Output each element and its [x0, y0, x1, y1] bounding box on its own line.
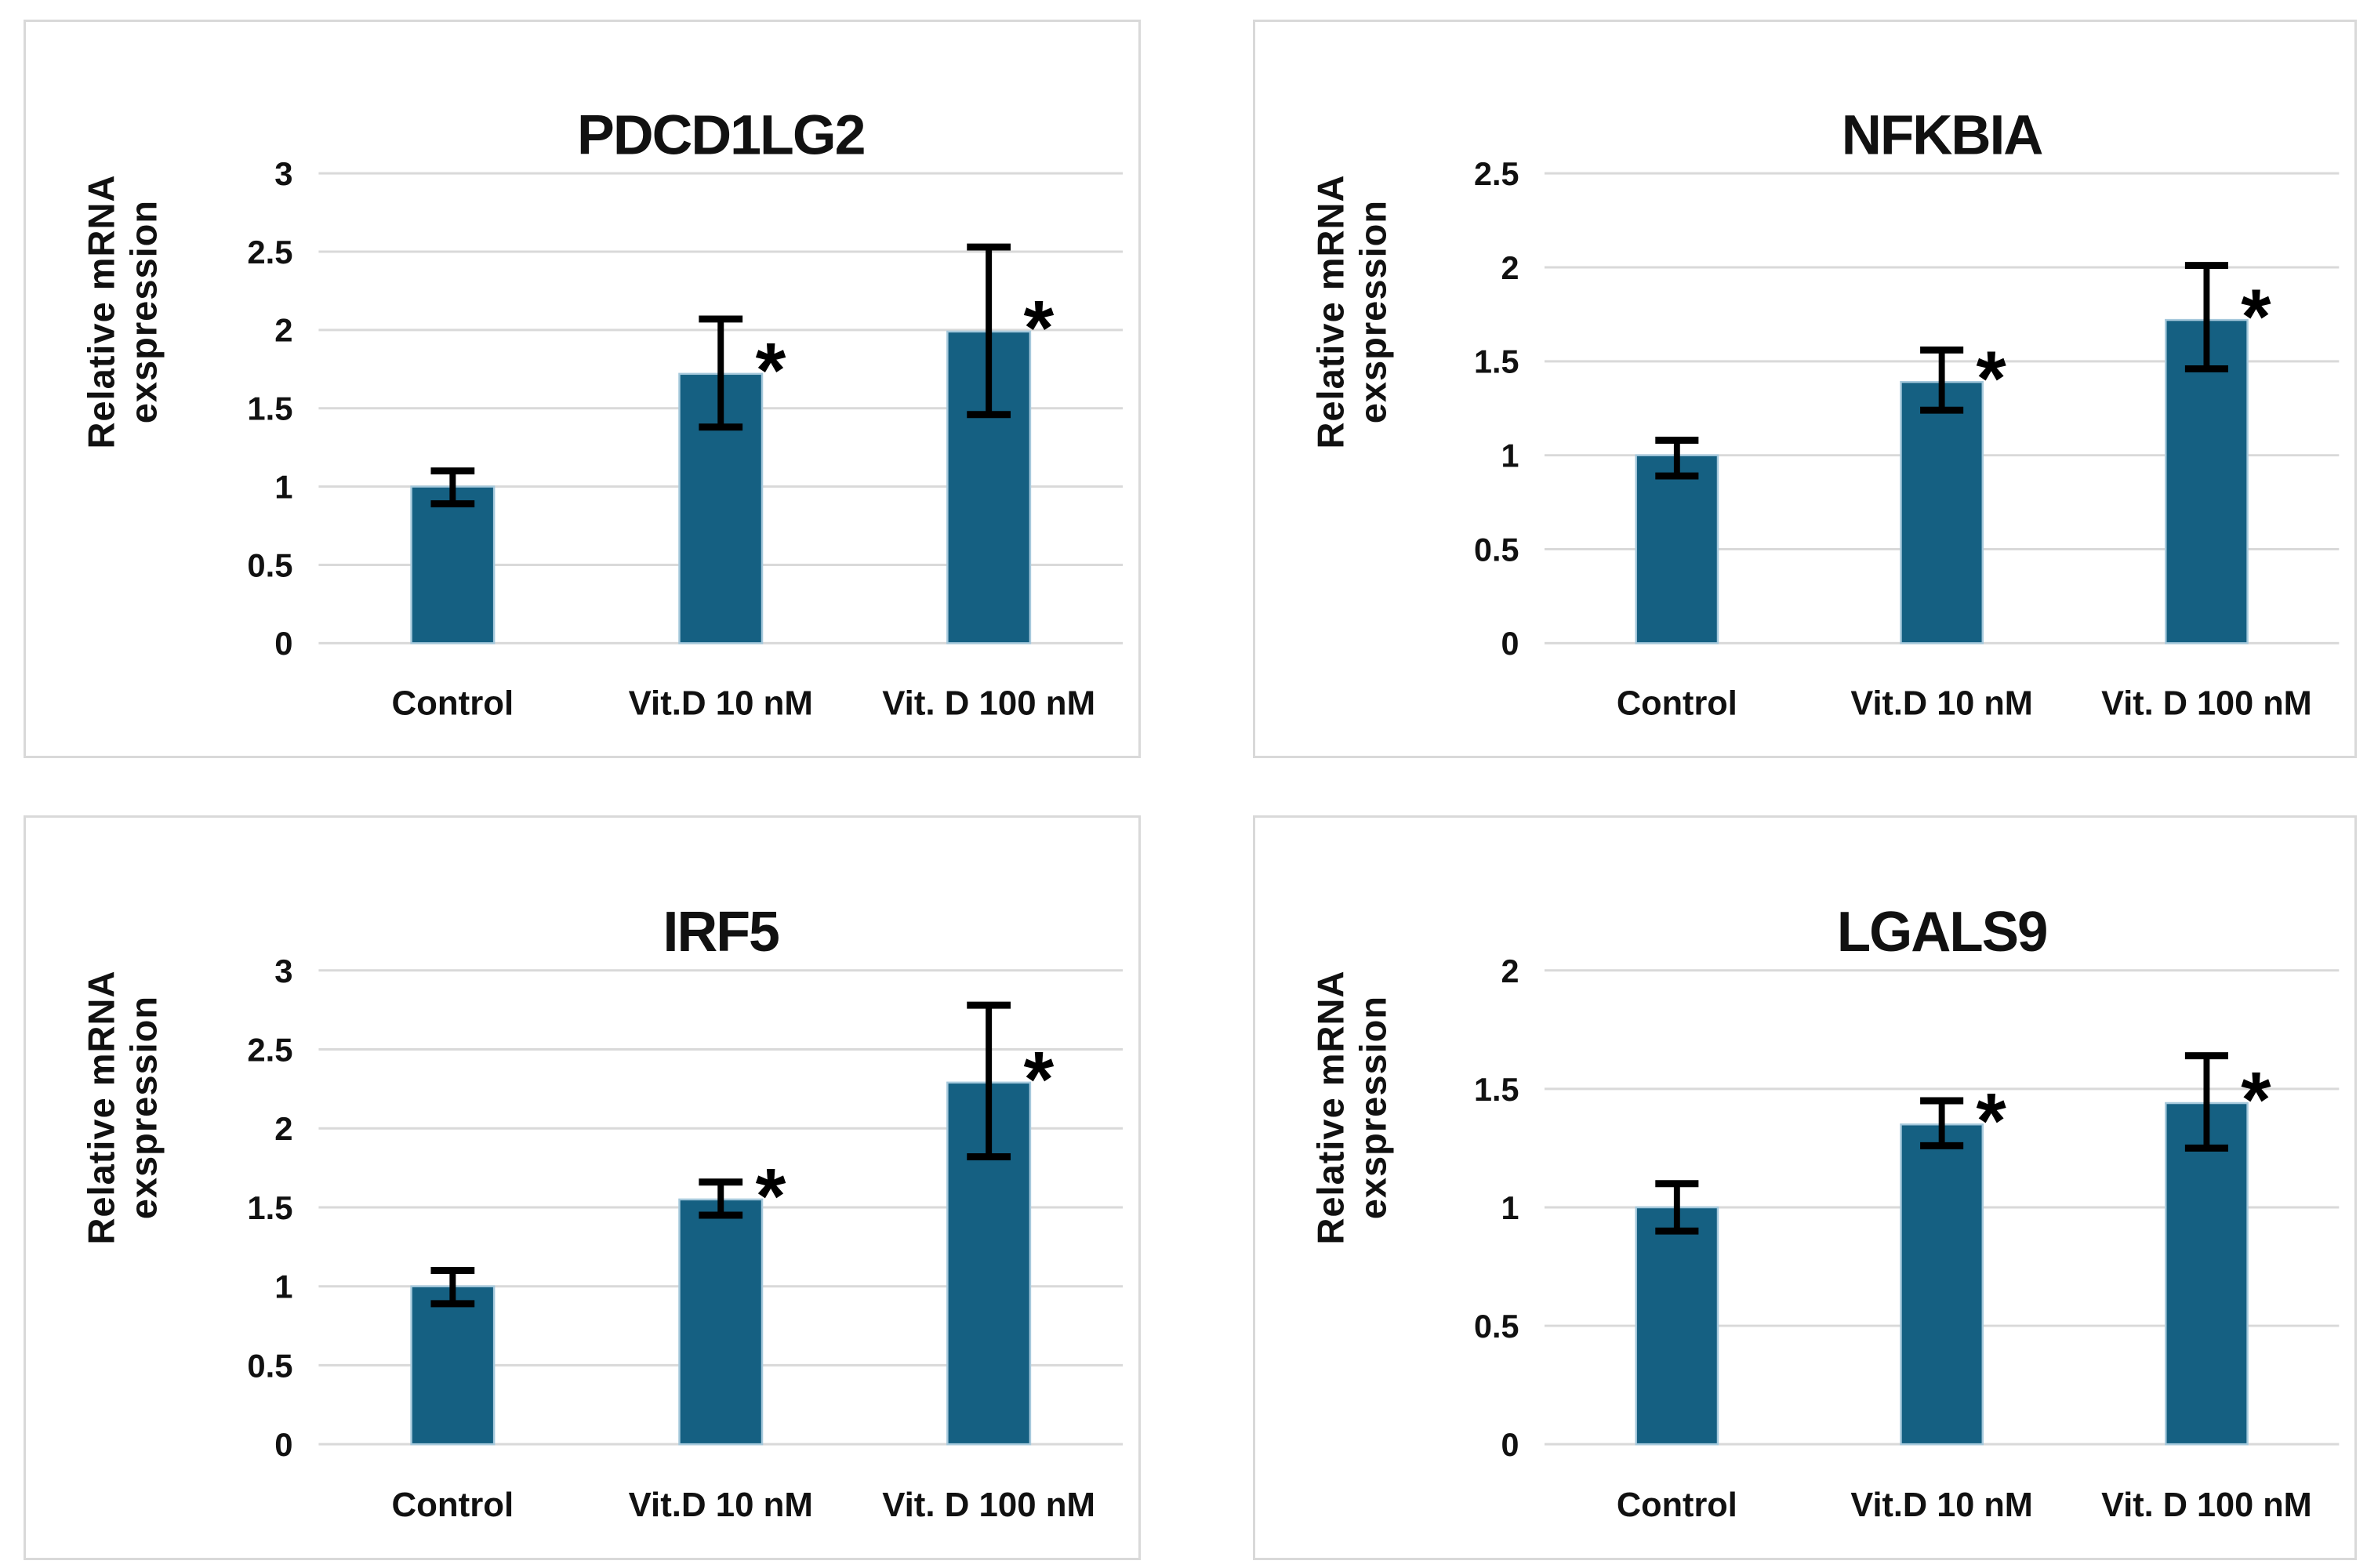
category-label: Vit. D 100 nM [2101, 684, 2312, 722]
category-label: Vit. D 100 nM [2101, 1486, 2312, 1524]
y-tick-label: 2 [274, 312, 292, 349]
bar [1900, 1123, 1984, 1446]
bar-chart-pdcd1lg2: 0 0.5 1 1.5 2 2.5 3 PDCD1LG2 Control * Vit.D 10 nM… [247, 104, 1124, 723]
category-label: Control [392, 1486, 514, 1524]
bar [410, 1285, 496, 1446]
category-label: Control [1617, 1486, 1737, 1524]
significance-asterisk: * [1976, 336, 2006, 422]
chart-panel-lgals9: Relative mRNA exspression 0 0.5 1 1.5 2 LGALS… [1253, 815, 2357, 1560]
y-tick-label: 1 [1501, 437, 1519, 474]
bar-chart-irf5: 0 0.5 1 1.5 2 2.5 3 IRF5 Control * Vit.D 10 nM * Vit… [247, 901, 1124, 1524]
bar-chart-nfkbia: 0 0.5 1 1.5 2 2.5 NFKBIA Control * Vit.D 10 nM * Vi… [1474, 104, 2340, 723]
y-tick-label: 2 [274, 1110, 292, 1147]
category-label: Vit.D 10 nM [629, 1486, 813, 1524]
y-tick-label: 0.5 [1474, 1308, 1519, 1345]
y-tick-label: 0 [274, 1426, 292, 1463]
significance-asterisk: * [1023, 285, 1054, 372]
y-tick-label: 0 [1501, 1426, 1519, 1463]
chart-panel-irf5: Relative mRNA exspression 0 0.5 1 1.5 2 2.5 3 I… [24, 815, 1141, 1560]
bar [1635, 454, 1719, 644]
y-tick-label: 1 [274, 1269, 292, 1305]
category-label: Vit. D 100 nM [882, 684, 1095, 723]
y-tick-label: 2.5 [247, 1031, 292, 1068]
y-tick-label: 1 [274, 469, 292, 506]
chart-title: LGALS9 [1837, 900, 2047, 964]
bar [2165, 318, 2249, 644]
chart-title: NFKBIA [1842, 104, 2042, 166]
chart-panel-nfkbia: Relative mRNA exspression 0 0.5 1 1.5 2 2.5 NF… [1253, 20, 2357, 758]
category-label: Control [392, 684, 514, 723]
significance-asterisk: * [2241, 1056, 2271, 1144]
y-tick-label: 1.5 [247, 1189, 292, 1226]
y-tick-label: 0 [274, 625, 292, 662]
y-tick-label: 1 [1501, 1189, 1519, 1226]
significance-asterisk: * [2241, 274, 2271, 360]
chart-title: PDCD1LG2 [577, 104, 865, 167]
bar [410, 485, 496, 644]
y-tick-label: 2.5 [247, 234, 292, 270]
category-label: Vit.D 10 nM [1850, 684, 2032, 722]
significance-asterisk: * [1023, 1036, 1054, 1123]
category-label: Vit. D 100 nM [882, 1486, 1095, 1524]
category-label: Control [1617, 684, 1737, 722]
y-tick-label: 0 [1501, 625, 1519, 662]
bar [2165, 1102, 2249, 1446]
y-tick-label: 1.5 [1474, 1071, 1519, 1108]
y-tick-label: 0.5 [247, 1347, 292, 1384]
y-tick-label: 2.5 [1474, 155, 1519, 192]
y-tick-label: 2 [1501, 952, 1519, 989]
bar [1635, 1206, 1719, 1446]
chart-panel-pdcd1lg2: Relative mRNA exspression 0 0.5 1 1.5 2 2.5 3 P… [24, 20, 1141, 758]
chart-title: IRF5 [663, 901, 779, 964]
bar [1900, 380, 1984, 644]
y-tick-label: 3 [274, 953, 292, 989]
significance-asterisk: * [756, 328, 786, 415]
bar [946, 330, 1032, 644]
y-tick-label: 3 [274, 155, 292, 192]
y-tick-label: 1.5 [247, 390, 292, 427]
bar [678, 1198, 764, 1446]
y-tick-label: 1.5 [1474, 343, 1519, 380]
y-tick-label: 2 [1501, 249, 1519, 286]
category-label: Vit.D 10 nM [629, 684, 813, 723]
bar-chart-lgals9: 0 0.5 1 1.5 2 LGALS9 Control * Vit.D 10 nM * Vit. … [1474, 900, 2340, 1524]
significance-asterisk: * [1976, 1078, 2006, 1166]
category-label: Vit.D 10 nM [1850, 1486, 2032, 1524]
y-tick-label: 0.5 [1474, 531, 1519, 568]
y-tick-label: 0.5 [247, 546, 292, 583]
significance-asterisk: * [756, 1153, 786, 1240]
